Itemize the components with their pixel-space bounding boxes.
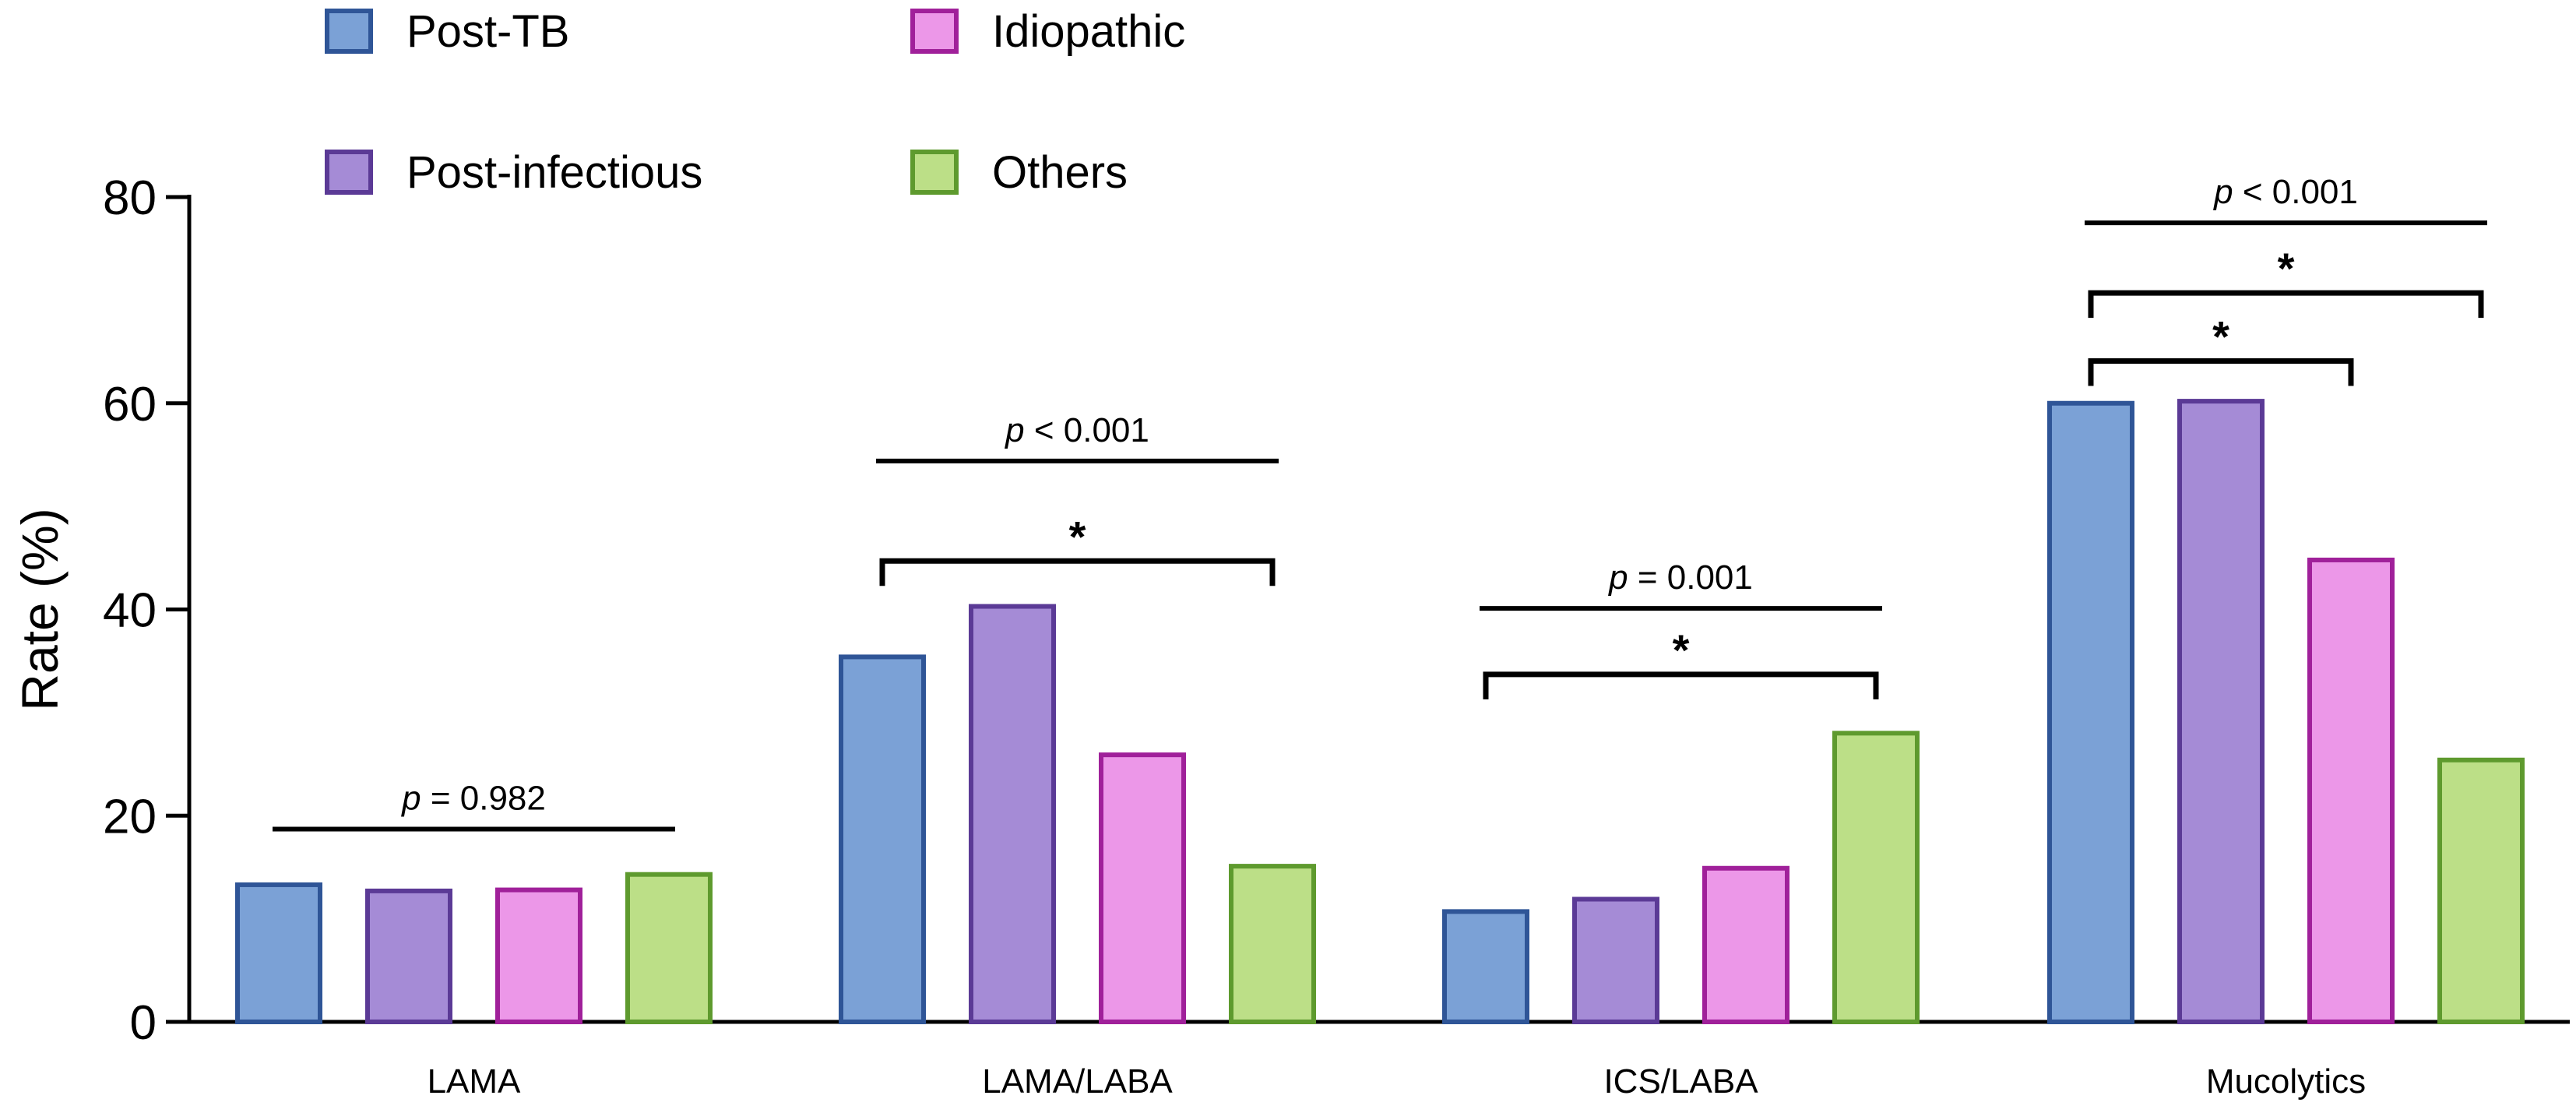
bar-idiopathic-lama (495, 887, 582, 1025)
legend-swatch-post-infectious (325, 150, 373, 195)
bar-idiopathic-lama-laba (1099, 752, 1186, 1024)
p-value-label: p < 0.001 (2212, 173, 2358, 211)
significance-bracket (2088, 290, 2484, 319)
legend-label-idiopathic: Idiopathic (992, 6, 1185, 57)
legend-label-others: Others (992, 147, 1128, 198)
p-value-label: p = 0.001 (1607, 558, 1753, 597)
bar-others-ics-laba (1832, 731, 1920, 1024)
x-category-label: ICS/LABA (1603, 1062, 1758, 1101)
bars (235, 399, 2525, 1025)
significance-annotations: p = 0.982 p < 0.001 * p = 0.001 * p < 0.001 * * (273, 173, 2487, 832)
x-category-label: LAMA/LABA (982, 1062, 1173, 1101)
bar-post-infectious-lama (365, 888, 452, 1025)
significance-star: * (2212, 312, 2229, 361)
bar-post-infectious-lama-laba (969, 604, 1056, 1024)
axes: 0 20 40 60 80 Rate (%) LAMA LAMA/LABA ICS/LABA Mu… (11, 171, 2570, 1101)
y-axis-title: Rate (%) (11, 508, 69, 710)
x-category-label: LAMA (428, 1062, 521, 1101)
legend-swatch-idiopathic (910, 9, 959, 54)
y-tick-label: 20 (103, 790, 157, 844)
legend-swatch-others (910, 150, 959, 195)
legend-label-post-infectious: Post-infectious (406, 147, 702, 198)
bar-idiopathic-mucolytics (2307, 557, 2395, 1024)
bar-post-tb-ics-laba (1442, 909, 1529, 1025)
y-tick-label: 0 (130, 996, 157, 1050)
y-tick-label: 40 (103, 584, 157, 638)
p-value-label: p < 0.001 (1004, 411, 1149, 449)
bar-post-tb-lama (235, 882, 322, 1025)
legend: Post-TB Idiopathic Post-infectious Others (325, 6, 1185, 198)
bar-others-lama-laba (1229, 864, 1316, 1025)
bar-others-mucolytics (2437, 757, 2525, 1025)
bar-post-infectious-ics-laba (1572, 896, 1659, 1024)
significance-star: * (1673, 625, 1690, 674)
x-category-label: Mucolytics (2206, 1062, 2366, 1101)
significance-star: * (1069, 512, 1086, 561)
p-value-label: p = 0.982 (400, 779, 546, 817)
bar-post-tb-mucolytics (2047, 400, 2134, 1024)
significance-bracket (879, 558, 1276, 586)
bar-post-tb-lama-laba (839, 654, 926, 1025)
bar-post-infectious-mucolytics (2177, 399, 2265, 1024)
y-tick-label: 80 (103, 171, 157, 225)
bar-idiopathic-ics-laba (1702, 865, 1789, 1024)
significance-bracket (2088, 357, 2354, 386)
legend-label-post-tb: Post-TB (406, 6, 570, 57)
bar-others-lama (625, 872, 713, 1024)
y-tick-label: 60 (103, 378, 157, 431)
significance-star: * (2278, 244, 2295, 293)
significance-bracket (1483, 671, 1879, 699)
legend-swatch-post-tb (325, 9, 373, 54)
